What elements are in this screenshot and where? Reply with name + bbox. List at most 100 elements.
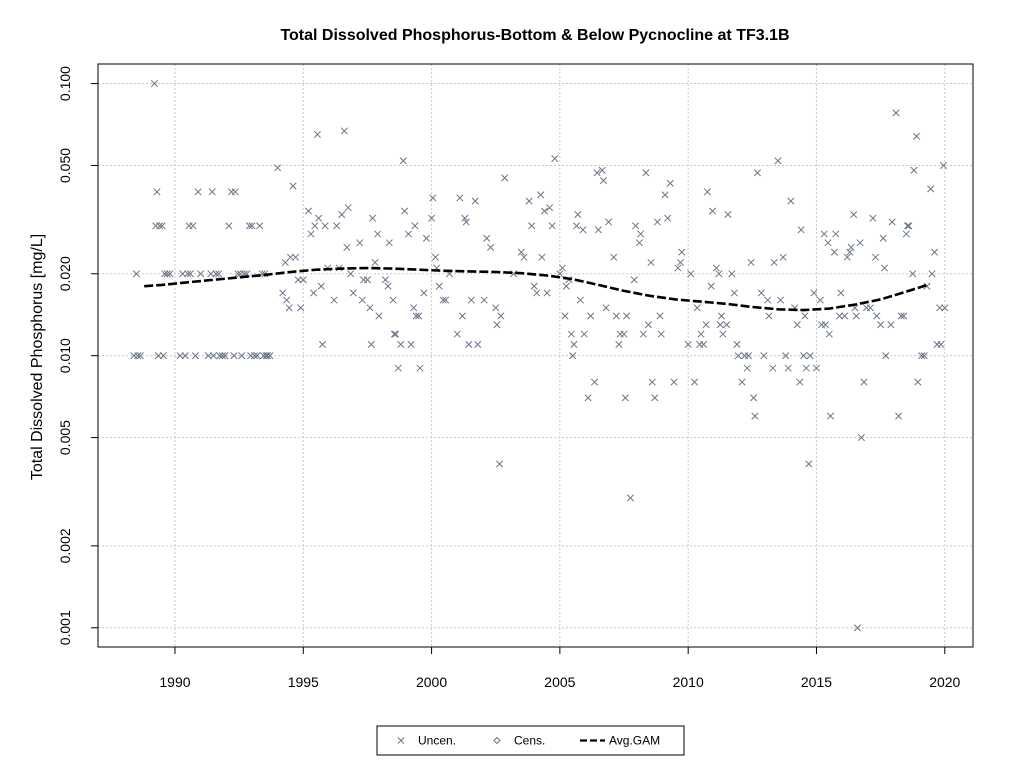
data-point-stroke	[657, 330, 665, 338]
x-tick-label: 2010	[673, 674, 704, 690]
data-point	[230, 352, 238, 360]
data-point	[496, 460, 504, 468]
data-point-stroke	[728, 270, 736, 278]
data-point	[927, 185, 935, 193]
data-point-stroke	[830, 248, 838, 256]
data-point	[800, 352, 808, 360]
data-point	[923, 282, 931, 290]
data-point	[266, 352, 274, 360]
data-point	[733, 340, 741, 348]
data-point	[546, 204, 554, 212]
data-point	[371, 258, 379, 267]
data-point	[836, 312, 844, 320]
data-point-stroke	[787, 197, 795, 205]
data-point	[487, 243, 495, 251]
data-point	[492, 304, 500, 312]
data-point-stroke	[626, 494, 634, 502]
data-point	[787, 197, 795, 205]
data-point-stroke	[637, 230, 645, 238]
data-point	[399, 157, 407, 165]
data-point-stroke	[163, 270, 171, 278]
data-point	[738, 378, 746, 386]
data-point	[801, 312, 809, 320]
x-tick-label: 2015	[801, 674, 832, 690]
data-point-stroke	[644, 321, 652, 329]
legend-box	[376, 725, 685, 756]
data-point	[776, 296, 785, 304]
data-point	[750, 394, 758, 402]
data-point	[715, 270, 723, 278]
data-point	[666, 179, 674, 187]
data-point	[461, 214, 469, 222]
data-point-stroke	[918, 352, 926, 360]
data-point-stroke	[349, 289, 357, 297]
data-point-stroke	[429, 194, 437, 202]
data-point	[540, 207, 549, 215]
data-point	[256, 222, 264, 230]
data-point	[635, 239, 643, 247]
data-point	[620, 330, 628, 338]
data-point	[909, 270, 917, 278]
data-point-stroke	[812, 364, 821, 372]
data-point	[358, 296, 366, 304]
data-point-stroke	[724, 211, 732, 219]
data-point-stroke	[397, 340, 405, 348]
data-point-stroke	[333, 222, 341, 230]
data-point-stroke	[439, 296, 447, 304]
data-point	[356, 239, 364, 247]
data-point-stroke	[765, 312, 773, 320]
data-point-stroke	[751, 412, 759, 420]
data-point-stroke	[836, 312, 844, 320]
data-point-stroke	[207, 270, 215, 278]
data-point	[580, 330, 588, 338]
data-point	[286, 253, 295, 261]
data-point-stroke	[923, 282, 931, 290]
data-point	[770, 258, 778, 267]
data-point	[216, 352, 224, 360]
data-point-stroke	[289, 182, 297, 190]
data-point	[221, 352, 229, 360]
data-point-stroke	[584, 394, 592, 402]
data-point-stroke	[428, 214, 436, 222]
data-point	[159, 352, 167, 360]
data-point	[805, 460, 813, 468]
data-point-stroke	[520, 253, 528, 261]
data-point-stroke	[928, 270, 936, 278]
data-point-stroke	[404, 230, 413, 238]
data-point-stroke	[517, 248, 525, 256]
data-point	[483, 234, 491, 242]
data-point-stroke	[802, 364, 810, 372]
data-point	[150, 80, 159, 88]
data-point-stroke	[525, 197, 533, 205]
data-point	[610, 253, 618, 261]
data-point-stroke	[687, 270, 695, 278]
data-point-stroke	[642, 169, 650, 177]
data-point	[465, 340, 473, 348]
data-point	[850, 211, 858, 219]
data-point	[520, 253, 528, 261]
data-point-stroke	[590, 378, 599, 386]
data-point	[250, 352, 259, 360]
data-point-stroke	[573, 222, 581, 230]
data-point-stroke	[576, 296, 584, 304]
data-point	[363, 276, 371, 284]
gam-line	[144, 266, 930, 312]
data-point-stroke	[852, 312, 860, 320]
data-point-stroke	[764, 296, 772, 304]
data-point	[166, 270, 174, 278]
data-point	[158, 222, 166, 230]
data-point	[462, 218, 470, 226]
data-point-stroke	[496, 460, 504, 468]
data-point-stroke	[401, 207, 409, 215]
data-point	[317, 282, 325, 290]
data-point	[569, 352, 577, 360]
data-point	[723, 321, 731, 329]
data-point-stroke	[266, 352, 274, 360]
data-point	[912, 132, 921, 140]
data-point-stroke	[871, 253, 880, 261]
data-point-stroke	[487, 243, 495, 251]
data-point-stroke	[719, 330, 727, 338]
data-point	[626, 494, 634, 502]
data-point-stroke	[656, 312, 664, 320]
data-point	[765, 312, 773, 320]
